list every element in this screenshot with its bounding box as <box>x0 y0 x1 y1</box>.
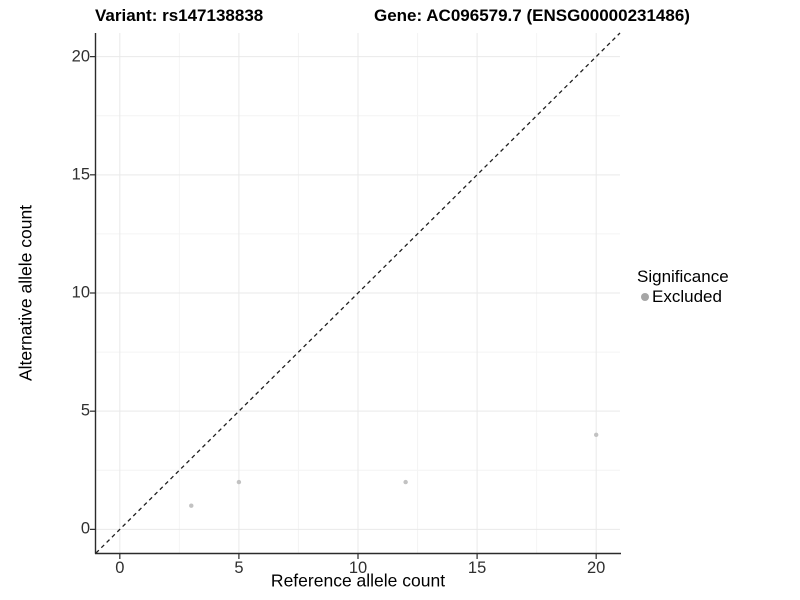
x-tick-label: 20 <box>586 559 606 577</box>
variant-title: Variant: rs147138838 <box>95 6 264 25</box>
legend-title: Significance <box>637 267 729 286</box>
x-tick-label: 5 <box>234 559 244 577</box>
data-point <box>189 503 194 508</box>
legend-item-label: Excluded <box>652 287 722 306</box>
y-tick-label: 15 <box>71 165 90 184</box>
identity-dashed-line <box>95 32 621 554</box>
legend-item: Excluded <box>641 287 729 307</box>
y-tick-label: 10 <box>71 283 90 302</box>
y-tick-label: 20 <box>71 47 90 66</box>
y-axis-title: Alternative allele count <box>15 204 36 382</box>
data-point <box>403 479 408 485</box>
x-tick-label: 0 <box>115 559 125 577</box>
y-tick-label: 0 <box>80 519 90 538</box>
x-axis-title: Reference allele count <box>270 570 446 591</box>
x-tick-label: 10 <box>348 559 368 577</box>
legend-point-icon <box>641 293 649 301</box>
legend: Significance Excluded <box>637 267 729 307</box>
y-tick-label: 5 <box>80 401 90 420</box>
legend-items: Excluded <box>637 287 729 307</box>
data-point <box>593 432 599 438</box>
gene-title: Gene: AC096579.7 (ENSG00000231486) <box>374 6 690 25</box>
data-point <box>236 479 242 485</box>
x-tick-label: 15 <box>467 559 487 577</box>
